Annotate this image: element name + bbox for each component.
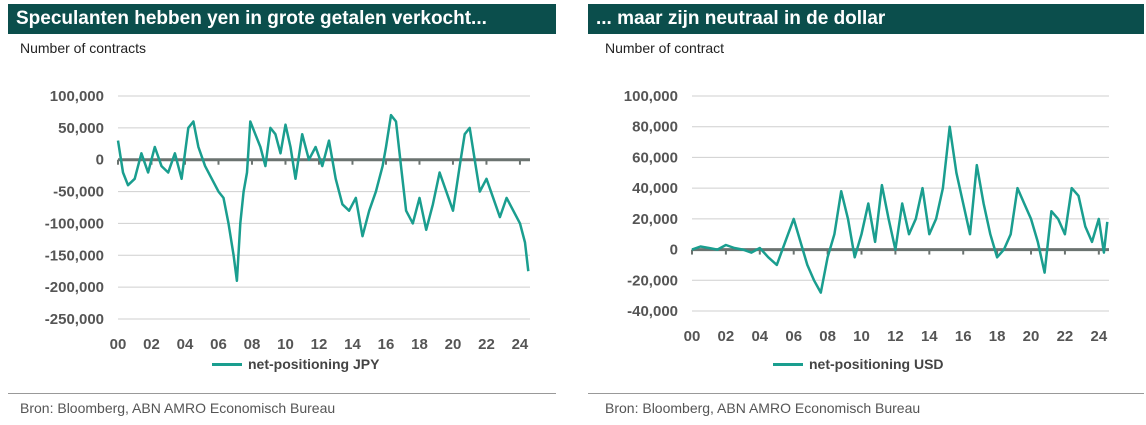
left-chart-y-tick-label: -150,000 (45, 247, 104, 264)
left-legend: net-positioning JPY (212, 356, 379, 372)
right-chart-x-tick-label: 04 (751, 328, 768, 345)
left-chart-x-tick-label: 12 (311, 336, 328, 353)
left-chart-y-tick-label: -100,000 (45, 215, 104, 232)
right-chart-x-tick-label: 18 (989, 328, 1006, 345)
right-footer-divider (588, 393, 1144, 394)
right-source: Bron: Bloomberg, ABN AMRO Economisch Bur… (605, 400, 921, 416)
right-panel: ... maar zijn neutraal in de dollar Numb… (588, 0, 1144, 425)
left-chart-series-line (116, 113, 530, 283)
left-chart-x-tick-label: 22 (478, 336, 495, 353)
right-legend-swatch (773, 362, 803, 366)
left-chart-x-tick-label: 14 (344, 336, 361, 353)
left-chart-x-tick-label: 08 (244, 336, 261, 353)
left-chart-x-tick-label: 24 (512, 336, 529, 353)
right-chart-x-tick-label: 14 (921, 328, 938, 345)
left-chart-x-tick-label: 06 (210, 336, 227, 353)
right-chart-y-tick-label: 40,000 (632, 180, 678, 197)
left-legend-label: net-positioning JPY (248, 356, 380, 372)
left-panel: Speculanten hebben yen in grote getalen … (0, 0, 556, 425)
left-chart-x-tick-label: 02 (143, 336, 160, 353)
right-chart-title: ... maar zijn neutraal in de dollar (588, 4, 1144, 34)
right-chart: 100,000 80,000 60,000 40,000 20,000 0 -20,000 -… (624, 88, 1109, 345)
right-chart-x-tick-label: 02 (718, 328, 735, 345)
right-chart-y-tick-label: -20,000 (627, 272, 678, 289)
right-chart-x-tick-label: 22 (1057, 328, 1074, 345)
right-chart-y-tick-label: -40,000 (627, 303, 678, 320)
left-chart-y-tick-label: 50,000 (58, 120, 104, 137)
right-chart-x-tick-label: 16 (955, 328, 972, 345)
right-chart-y-tick-label: 0 (670, 242, 678, 259)
left-chart-x-tick-label: 20 (445, 336, 462, 353)
right-legend-label: net-positioning USD (809, 356, 944, 372)
left-chart-x-tick-label: 00 (110, 336, 127, 353)
right-chart-x-tick-label: 20 (1023, 328, 1040, 345)
left-chart-y-tick-label: 0 (96, 152, 104, 169)
left-chart-y-tick-label: -50,000 (53, 184, 104, 201)
right-chart-y-tick-label: 100,000 (624, 88, 678, 105)
right-chart-x-tick-label: 10 (853, 328, 870, 345)
left-chart-y-tick-label: -200,000 (45, 279, 104, 296)
right-chart-x-tick-label: 12 (887, 328, 904, 345)
right-chart-x-tick-label: 24 (1090, 328, 1107, 345)
left-chart-y-tick-label: -250,000 (45, 311, 104, 328)
right-chart-y-tick-label: 60,000 (632, 149, 678, 166)
left-chart-title: Speculanten hebben yen in grote getalen … (8, 4, 556, 34)
right-chart-y-tick-label: 80,000 (632, 119, 678, 136)
left-units-label: Number of contracts (20, 40, 147, 56)
left-chart: 100,000 50,000 0 -50,000 -100,000 -150,000 -20… (45, 88, 530, 353)
left-chart-x-tick-label: 16 (378, 336, 395, 353)
left-chart-x-tick-label: 10 (277, 336, 294, 353)
right-chart-x-tick-label: 06 (785, 328, 802, 345)
right-legend: net-positioning USD (773, 356, 944, 372)
left-chart-x-tick-label: 18 (411, 336, 428, 353)
right-chart-x-tick-label: 08 (819, 328, 836, 345)
left-chart-x-tick-label: 04 (177, 336, 194, 353)
left-footer-divider (8, 393, 556, 394)
right-chart-x-tick-label: 00 (684, 328, 701, 345)
left-legend-swatch (212, 362, 242, 366)
left-source: Bron: Bloomberg, ABN AMRO Economisch Bur… (20, 400, 336, 416)
right-units-label: Number of contract (605, 40, 725, 56)
right-chart-y-tick-label: 20,000 (632, 211, 678, 228)
right-chart-series-line (691, 125, 1109, 294)
left-chart-y-tick-label: 100,000 (50, 88, 104, 105)
